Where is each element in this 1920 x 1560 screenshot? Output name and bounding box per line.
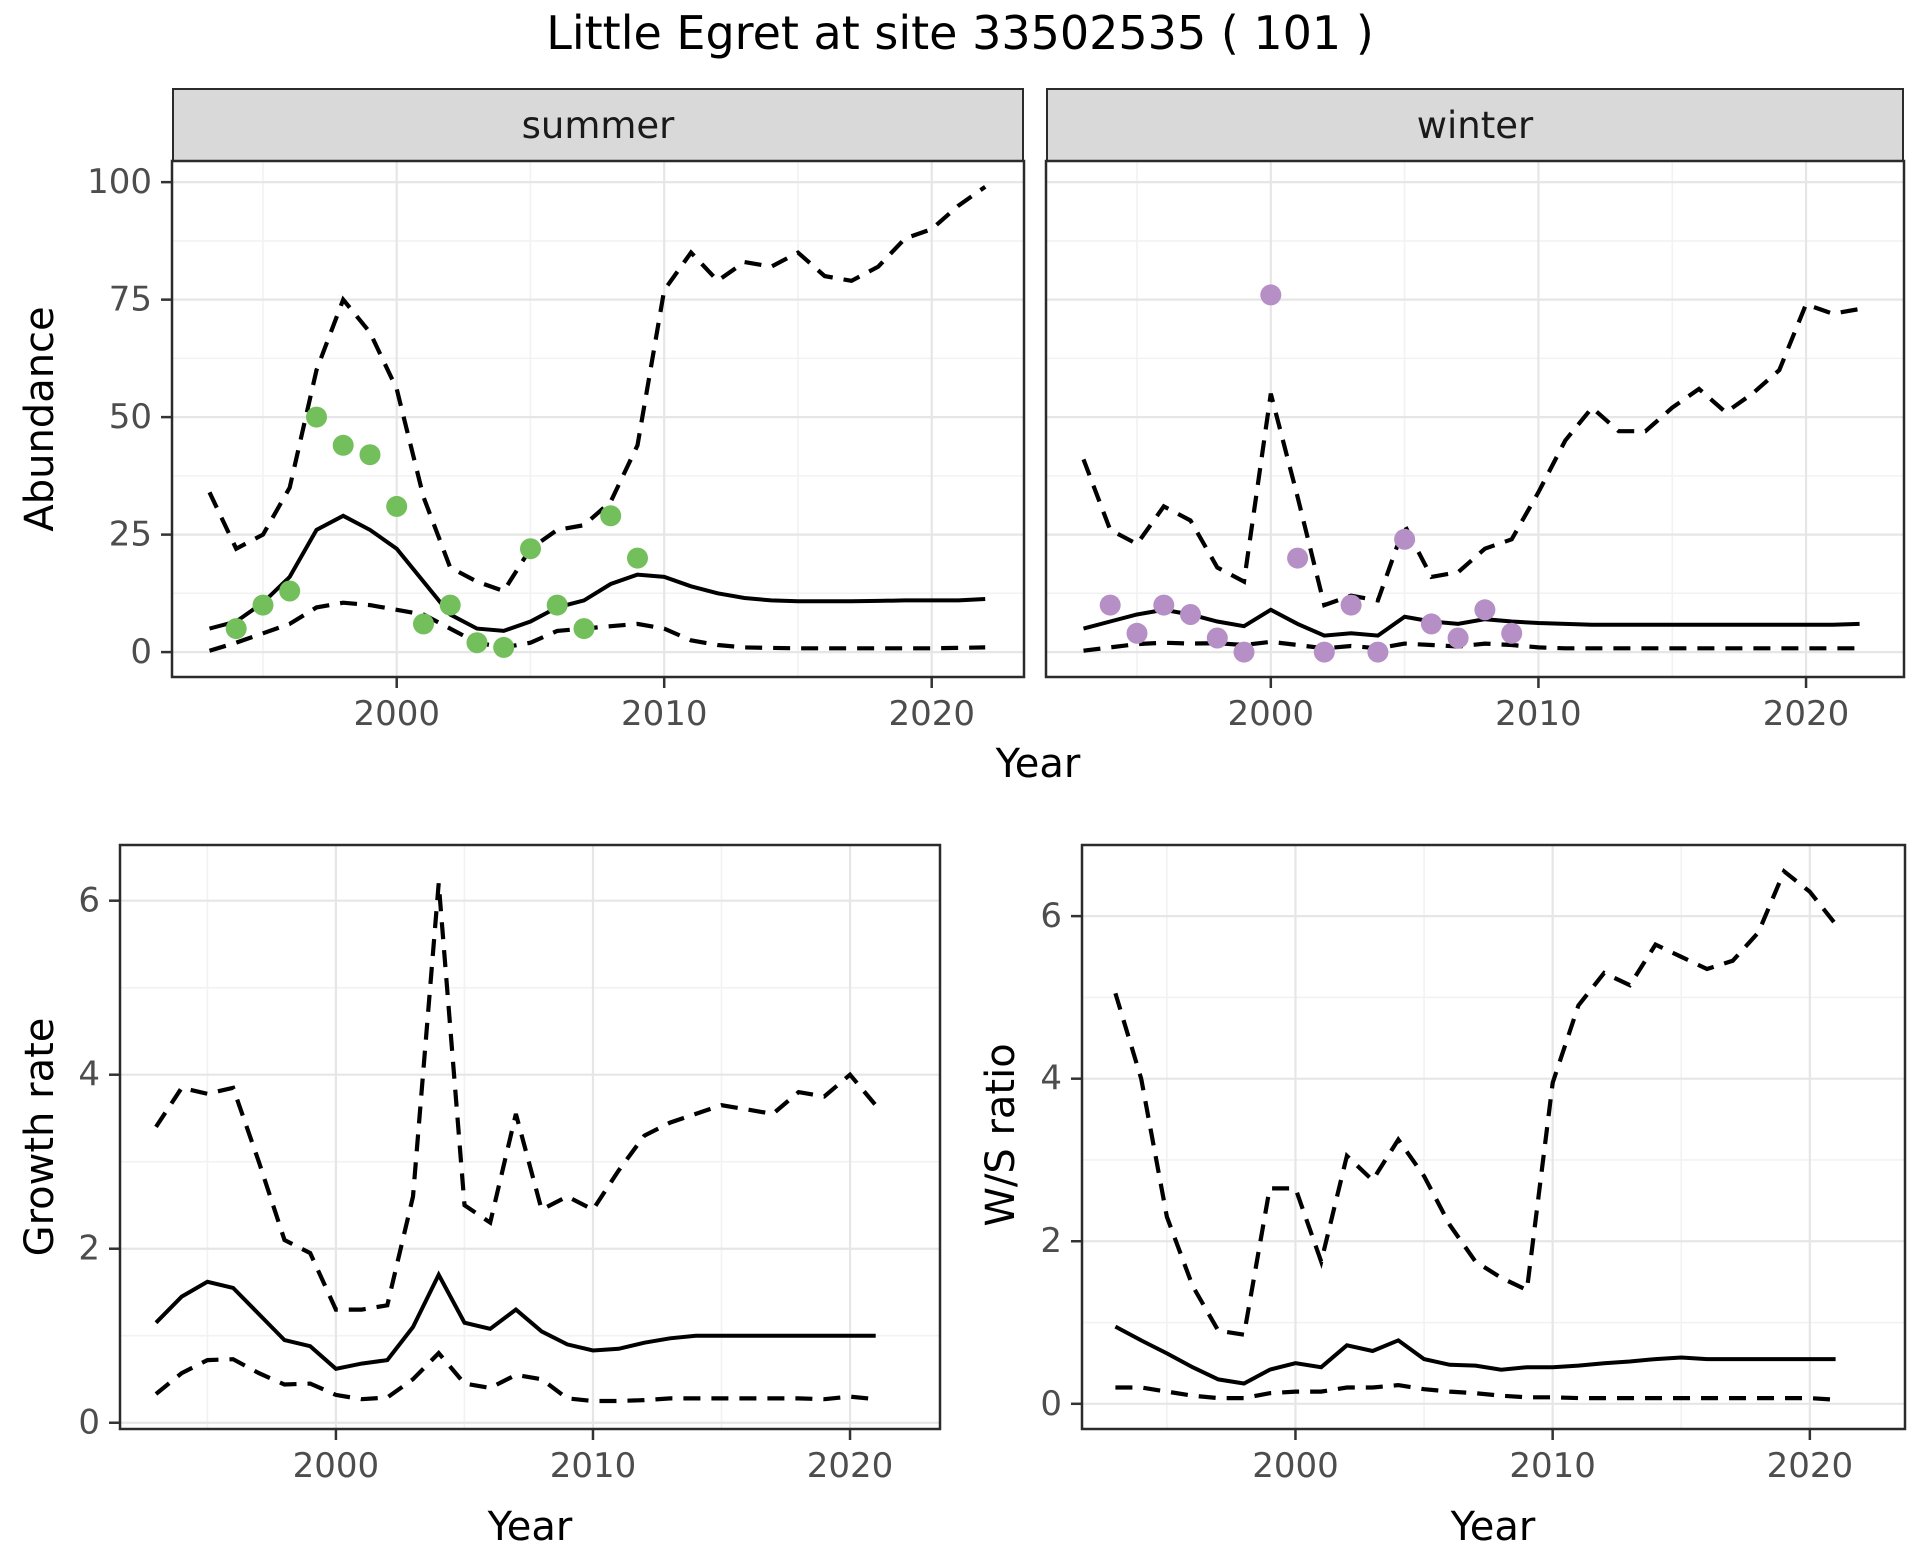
ws-ratio-upper_ci-line: [1113, 868, 1838, 1338]
x-tick-label: 2000: [1228, 694, 1315, 734]
x-axis-title-year-growth: Year: [487, 1504, 573, 1550]
observed-point: [1420, 613, 1442, 635]
y-tick-label: 4: [1040, 1059, 1062, 1099]
growth-rate-lower_ci-line: [154, 1349, 876, 1404]
observed-point: [1474, 599, 1496, 621]
panel-border: [1044, 159, 1906, 679]
y-tick-label: 2: [1040, 1221, 1062, 1261]
x-tick-label: 2020: [807, 1446, 894, 1486]
x-tick-label: 2010: [621, 694, 708, 734]
y-tick-label: 100: [87, 162, 152, 202]
facet-strip-summer: summer: [172, 88, 1024, 163]
x-tick-label: 2020: [1767, 1446, 1854, 1486]
observed-point: [1447, 627, 1469, 649]
observed-point: [1367, 641, 1389, 663]
observed-point: [306, 406, 327, 428]
y-tick-label: 0: [130, 632, 152, 672]
observed-point: [386, 495, 408, 517]
plot-title: Little Egret at site 33502535 ( 101 ): [546, 6, 1374, 60]
y-tick-label: 4: [78, 1055, 100, 1095]
y-tick-label: 75: [109, 280, 152, 320]
observed-point: [413, 613, 434, 635]
y-tick-label: 0: [1040, 1384, 1062, 1424]
abundance-summer-observed-points: [225, 406, 648, 658]
observed-point: [279, 580, 301, 602]
observed-point: [466, 632, 488, 654]
observed-point: [546, 594, 568, 616]
panel-border: [170, 159, 1026, 679]
observed-point: [1501, 622, 1523, 644]
observed-point: [252, 594, 274, 616]
y-tick-label: 6: [1040, 896, 1062, 936]
observed-point: [627, 547, 648, 569]
observed-point: [520, 538, 541, 560]
y-tick-label: 2: [78, 1229, 100, 1269]
panel-border: [118, 843, 942, 1431]
observed-point: [225, 618, 247, 640]
growth-rate-upper_ci-line: [154, 883, 878, 1312]
ws-ratio-fit-line: [1114, 1324, 1836, 1386]
y-tick-label: 25: [109, 515, 152, 555]
y-tick-label: 0: [78, 1403, 100, 1443]
observed-point: [1313, 641, 1335, 663]
abundance-winter-fit-line: [1082, 607, 1860, 638]
panel-abundance-winter: 2000 2010 2020: [1044, 159, 1906, 734]
observed-point: [439, 594, 461, 616]
x-tick-label: 2000: [1252, 1446, 1339, 1486]
observed-point: [1394, 528, 1416, 550]
panel-background: [1082, 845, 1905, 1429]
observed-point: [573, 618, 595, 640]
observed-point: [359, 444, 381, 466]
observed-point: [1126, 622, 1148, 644]
observed-point: [1153, 594, 1175, 616]
panel-abundance-summer: 2000 2010 2020 0 25 50 75 100: [87, 159, 1026, 734]
abundance-summer-fit-line: [208, 513, 986, 633]
x-axis-title-year-top: Year: [995, 741, 1081, 787]
observed-point: [600, 505, 622, 527]
panel-ws-ratio: 2000 2010 2020 0 2 4 6: [1040, 843, 1907, 1486]
observed-point: [493, 636, 515, 658]
growth-rate-fit-line: [154, 1270, 876, 1371]
x-tick-label: 2020: [1763, 694, 1850, 734]
panel-border: [1080, 843, 1907, 1431]
x-tick-label: 2000: [353, 694, 440, 734]
x-tick-label: 2000: [293, 1446, 380, 1486]
observed-point: [1340, 594, 1362, 616]
ws-ratio-lower_ci-line: [1115, 1382, 1836, 1402]
panel-background: [1046, 161, 1904, 677]
observed-point: [1099, 594, 1121, 616]
observed-point: [1180, 604, 1201, 625]
abundance-summer-lower_ci-line: [208, 600, 986, 653]
facet-strip-summer-label: summer: [521, 104, 675, 147]
x-tick-label: 2010: [1509, 1446, 1596, 1486]
facet-strip-winter-label: winter: [1416, 104, 1534, 147]
abundance-winter-upper_ci-line: [1081, 301, 1860, 608]
y-tick-label: 6: [78, 881, 100, 921]
y-tick-label: 50: [109, 397, 152, 437]
facet-strip-winter: winter: [1046, 88, 1904, 163]
abundance-winter-lower_ci-line: [1083, 639, 1860, 653]
observed-point: [1260, 284, 1282, 306]
observed-point: [332, 434, 354, 456]
observed-point: [1206, 627, 1228, 649]
x-tick-label: 2010: [550, 1446, 637, 1486]
x-tick-label: 2010: [1495, 694, 1582, 734]
observed-point: [1287, 547, 1309, 569]
x-tick-label: 2020: [888, 694, 975, 734]
abundance-winter-observed-points: [1099, 284, 1523, 663]
panel-background: [120, 845, 940, 1429]
x-axis-title-year-ws: Year: [1450, 1504, 1536, 1550]
abundance-summer-upper_ci-line: [207, 185, 987, 594]
panel-growth-rate: 2000 2010 2020 0 2 4 6: [78, 843, 942, 1486]
observed-point: [1233, 641, 1255, 663]
